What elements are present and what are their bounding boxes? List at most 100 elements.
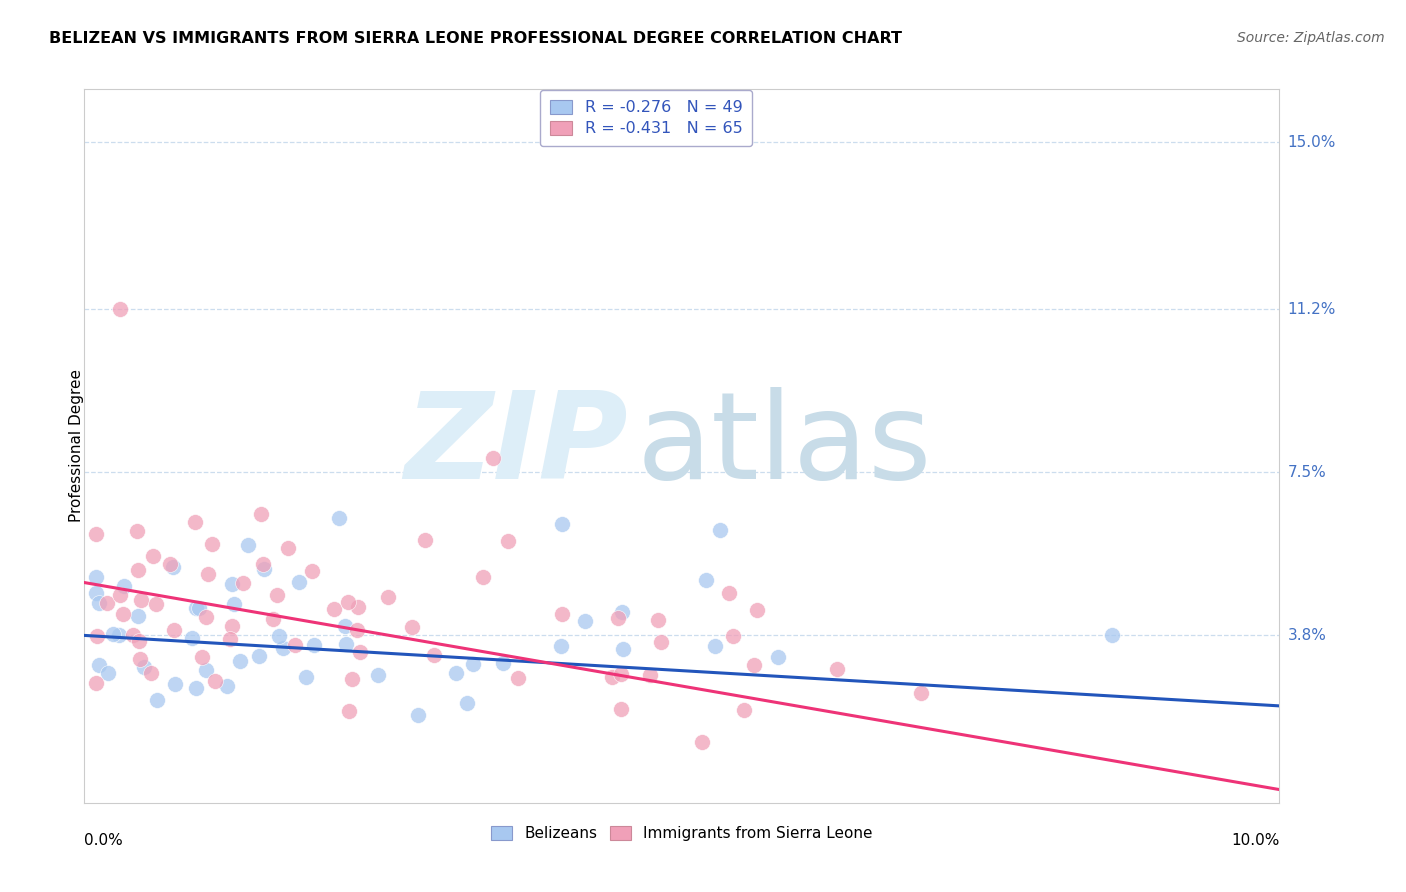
Point: [252, 558, 274, 572]
Point: [217, 679, 239, 693]
Point: [221, 577, 243, 591]
Point: [733, 703, 755, 717]
Point: [222, 597, 245, 611]
Point: [101, 627, 124, 641]
Point: [194, 663, 217, 677]
Point: [131, 592, 153, 607]
Point: [86, 527, 108, 541]
Point: [145, 597, 167, 611]
Point: [162, 559, 184, 574]
Text: ZIP: ZIP: [405, 387, 628, 505]
Point: [232, 576, 254, 591]
Point: [187, 600, 209, 615]
Point: [550, 640, 572, 654]
Point: [827, 662, 849, 676]
Point: [229, 654, 252, 668]
Point: [191, 650, 214, 665]
Point: [335, 637, 357, 651]
Point: [328, 511, 350, 525]
Point: [184, 681, 207, 695]
Point: [302, 638, 325, 652]
Point: [87, 657, 110, 672]
Point: [236, 538, 259, 552]
Point: [600, 670, 623, 684]
Point: [97, 665, 120, 680]
Point: [444, 666, 467, 681]
Point: [127, 608, 149, 623]
Point: [201, 537, 224, 551]
Point: [271, 641, 294, 656]
Point: [284, 638, 307, 652]
Point: [340, 672, 363, 686]
Point: [250, 507, 273, 521]
Point: [766, 649, 789, 664]
Point: [709, 524, 731, 538]
Point: [413, 533, 436, 547]
Point: [408, 707, 430, 722]
Point: [606, 611, 628, 625]
Text: Source: ZipAtlas.com: Source: ZipAtlas.com: [1237, 31, 1385, 45]
Point: [482, 451, 505, 466]
Point: [159, 558, 181, 572]
Point: [184, 516, 207, 530]
Point: [612, 605, 634, 619]
Point: [704, 639, 727, 653]
Point: [717, 585, 740, 599]
Point: [219, 632, 242, 647]
Point: [111, 607, 134, 622]
Point: [349, 645, 371, 659]
Text: 15.0%: 15.0%: [1288, 135, 1336, 150]
Point: [269, 629, 291, 643]
Point: [367, 667, 389, 681]
Point: [377, 590, 399, 604]
Point: [401, 620, 423, 634]
Text: 7.5%: 7.5%: [1288, 465, 1326, 480]
Point: [128, 633, 150, 648]
Point: [692, 734, 714, 748]
Point: [471, 570, 494, 584]
Point: [86, 628, 108, 642]
Point: [146, 693, 169, 707]
Point: [221, 619, 243, 633]
Point: [197, 566, 219, 581]
Point: [132, 660, 155, 674]
Point: [337, 595, 360, 609]
Point: [574, 614, 596, 628]
Point: [180, 631, 202, 645]
Point: [86, 586, 108, 600]
Text: 0.0%: 0.0%: [84, 833, 124, 848]
Text: atlas: atlas: [637, 387, 932, 505]
Point: [277, 541, 299, 555]
Point: [253, 562, 276, 576]
Point: [96, 596, 118, 610]
Point: [742, 658, 765, 673]
Point: [122, 628, 145, 642]
Point: [647, 613, 669, 627]
Point: [638, 667, 661, 681]
Point: [86, 676, 108, 690]
Point: [266, 588, 288, 602]
Point: [295, 670, 318, 684]
Point: [163, 677, 186, 691]
Point: [347, 599, 370, 614]
Y-axis label: Professional Degree: Professional Degree: [69, 369, 83, 523]
Point: [609, 702, 631, 716]
Point: [125, 524, 148, 538]
Point: [107, 628, 129, 642]
Point: [723, 629, 745, 643]
Point: [186, 601, 208, 615]
Point: [612, 641, 634, 656]
Text: 11.2%: 11.2%: [1288, 302, 1336, 317]
Text: 10.0%: 10.0%: [1232, 833, 1279, 848]
Point: [745, 602, 768, 616]
Point: [86, 570, 108, 584]
Point: [695, 573, 717, 587]
Point: [1101, 628, 1123, 642]
Point: [551, 516, 574, 531]
Point: [87, 596, 110, 610]
Point: [346, 623, 368, 637]
Point: [194, 610, 217, 624]
Point: [108, 588, 131, 602]
Point: [322, 602, 344, 616]
Text: BELIZEAN VS IMMIGRANTS FROM SIERRA LEONE PROFESSIONAL DEGREE CORRELATION CHART: BELIZEAN VS IMMIGRANTS FROM SIERRA LEONE…: [49, 31, 903, 46]
